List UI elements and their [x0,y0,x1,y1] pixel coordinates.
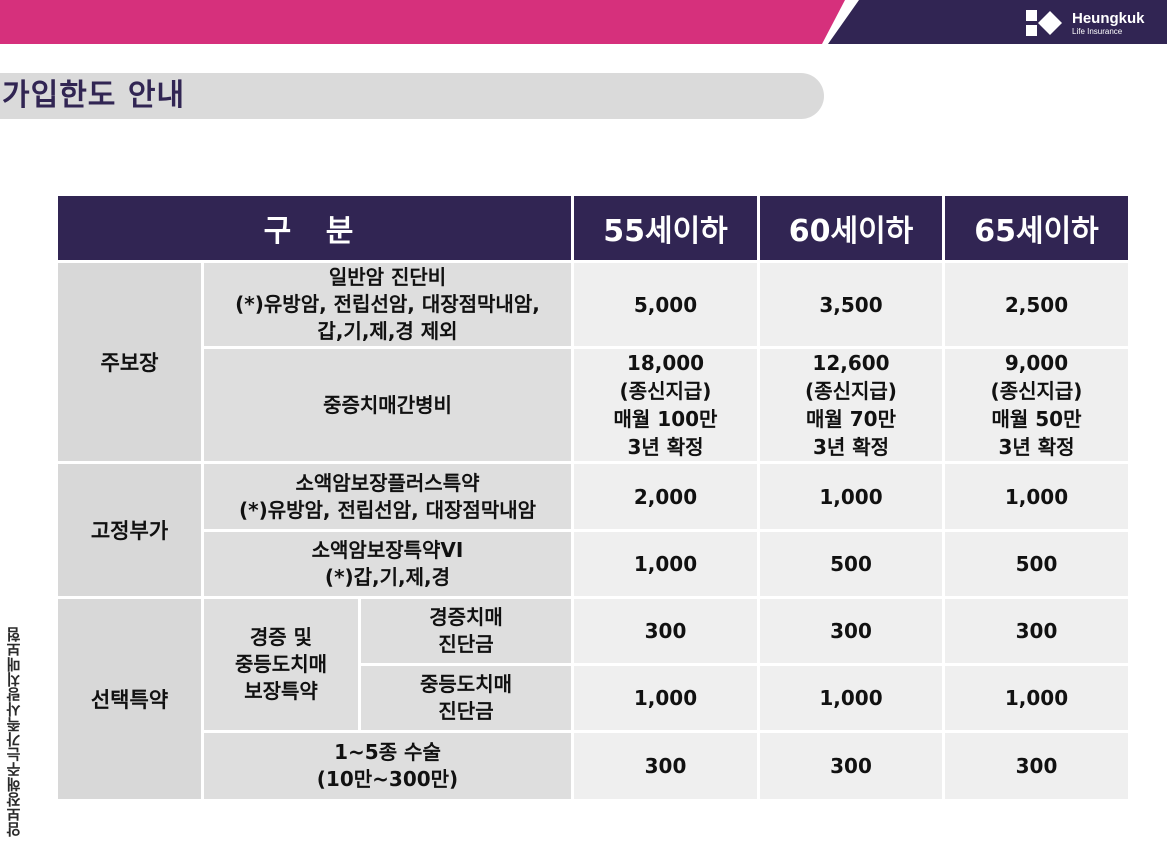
value-cell: 1,000 [571,663,760,733]
value-cell: 300 [757,596,945,666]
item-dementia-rider: 경증 및 중등도치매 보장특약 [201,596,361,733]
item-severe-dementia-care: 중증치매간병비 [201,346,574,464]
value-cell: 3,500 [757,260,945,349]
value-cell: 300 [571,596,760,666]
table-row: 중증치매간병비 18,000 (종신지급) 매월 100만 3년 확정 12,6… [57,346,1131,464]
header-age-60: 60세이하 [757,193,945,263]
value-cell: 9,000 (종신지급) 매월 50만 3년 확정 [942,346,1131,464]
header-age-65: 65세이하 [942,193,1131,263]
page-title: 가입한도 안내 [2,78,186,113]
header-bar [0,0,1167,44]
value-cell: 1,000 [942,663,1131,733]
group-label-main: 주보장 [55,260,204,464]
table-row: 고정부가 소액암보장플러스특약 (*)유방암, 전립선암, 대장점막내암 2,0… [55,461,1131,599]
value-cell: 300 [942,730,1131,802]
item-surgery: 1~5종 수술 (10만~300만) [201,730,574,802]
value-cell: 2,000 [571,461,760,532]
table-header-row: 구 분 55세이하 60세이하 65세이하 [55,193,1131,263]
header-category: 구 분 [55,193,574,263]
item-minor-cancer-vi: 소액암보장특약VI (*)갑,기,제,경 [201,529,574,599]
value-cell: 1,000 [757,663,945,733]
value-cell: 5,000 [571,260,760,349]
logo-mark-icon [1024,8,1064,38]
item-general-cancer: 일반암 진단비 (*)유방암, 전립선암, 대장점막내암, 갑,기,제,경 제외 [201,260,574,349]
table-row: 선택특약 경증 및 중등도치매 보장특약 경증치매 진단금 300 300 30… [55,596,1131,802]
table-row: 소액암보장특약VI (*)갑,기,제,경 1,000 500 500 [57,529,1131,599]
value-cell: 1,000 [757,461,945,532]
value-cell: 1,000 [571,529,760,599]
title-banner [0,73,824,119]
value-cell: 300 [757,730,945,802]
table-row: 주보장 일반암 진단비 (*)유방암, 전립선암, 대장점막내암, 갑,기,제,… [55,260,1131,464]
logo-name: Heungkuk [1072,9,1145,27]
value-cell: 1,000 [942,461,1131,532]
table-row: 중등도치매 진단금 1,000 1,000 1,000 [57,663,1131,733]
header-age-55: 55세이하 [571,193,760,263]
item-moderate-dementia: 중등도치매 진단금 [358,663,574,733]
group-label-fixed: 고정부가 [55,461,204,599]
table-row: 1~5종 수술 (10만~300만) 300 300 300 [57,730,1131,802]
value-cell: 12,600 (종신지급) 매월 70만 3년 확정 [757,346,945,464]
logo-subtitle: Life Insurance [1072,26,1123,36]
group-label-optional: 선택특약 [55,596,204,802]
value-cell: 18,000 (종신지급) 매월 100만 3년 확정 [571,346,760,464]
value-cell: 300 [942,596,1131,666]
coverage-limit-table: 구 분 55세이하 60세이하 65세이하 주보장 일반암 진단비 (*)유방암… [55,193,1131,802]
value-cell: 2,500 [942,260,1131,349]
value-cell: 300 [571,730,760,802]
side-product-name: 암보장해주는가족사랑치매보험 [5,627,23,837]
value-cell: 500 [942,529,1131,599]
value-cell: 500 [757,529,945,599]
item-minor-cancer-plus: 소액암보장플러스특약 (*)유방암, 전립선암, 대장점막내암 [201,461,574,532]
company-logo: Heungkuk Life Insurance [1024,7,1164,39]
item-mild-dementia: 경증치매 진단금 [358,596,574,666]
